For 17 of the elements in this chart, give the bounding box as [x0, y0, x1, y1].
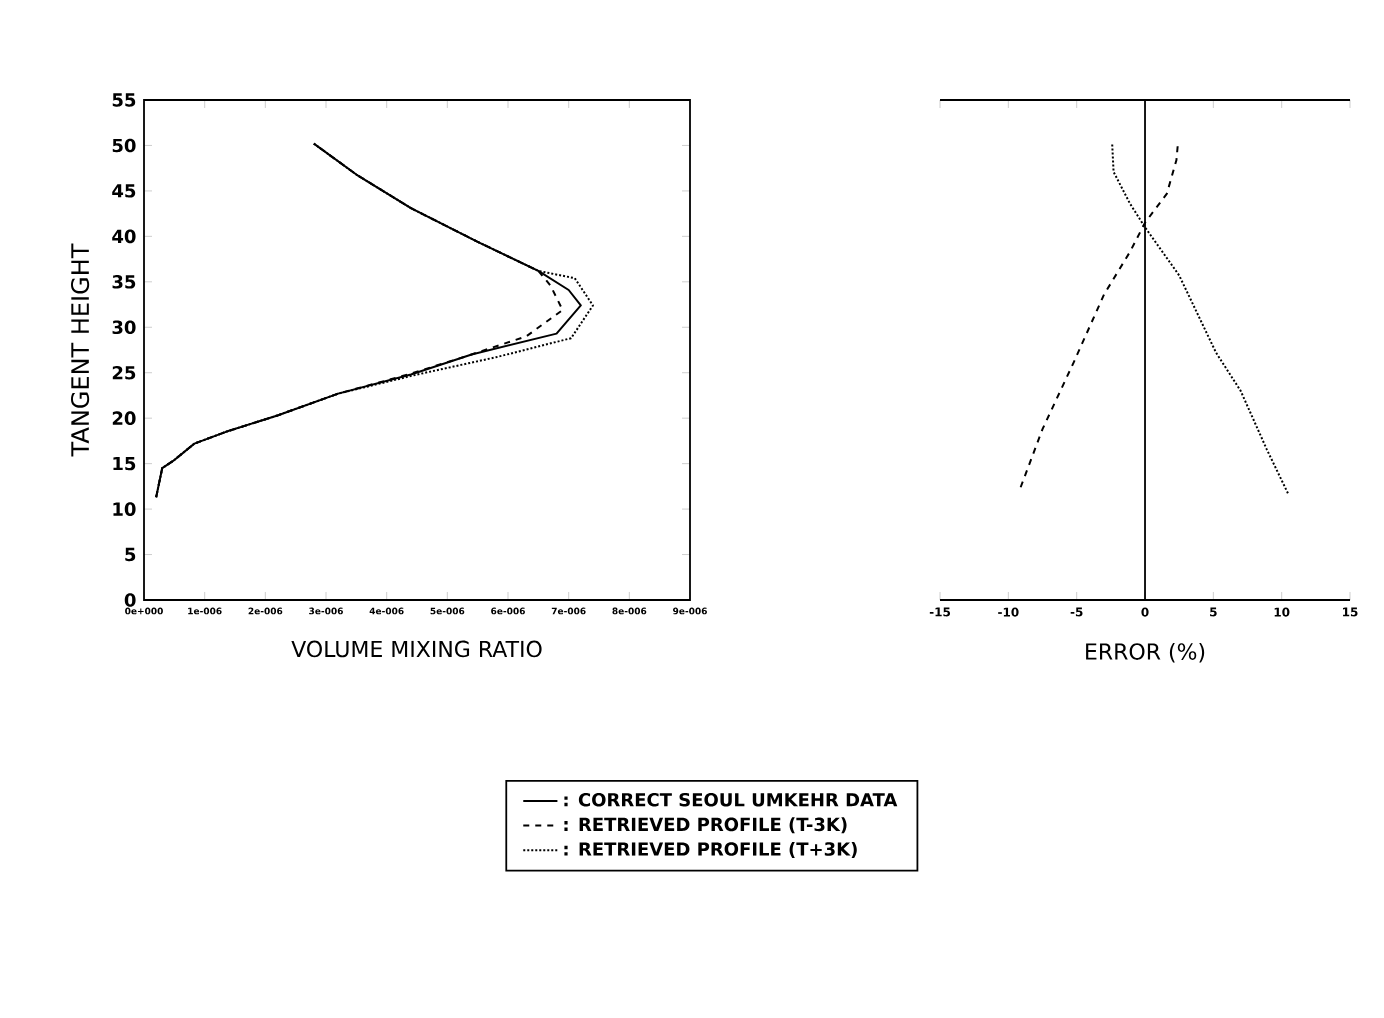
y-tick-label: 35: [112, 275, 136, 289]
legend-label: : RETRIEVED PROFILE (T+3K): [564, 841, 857, 858]
y-tick-label: 30: [112, 320, 136, 335]
y-tick-label: 50: [112, 138, 136, 153]
y-tick-label: 45: [112, 184, 136, 198]
y-tick-label: 40: [112, 229, 136, 244]
y-axis-title: TANGENT HEIGHT: [71, 243, 90, 457]
legend-label: : CORRECT SEOUL UMKEHR DATA: [564, 792, 898, 807]
y-tick-label: 25: [112, 365, 136, 380]
legend-label: : RETRIEVED PROFILE (T-3K): [564, 817, 847, 834]
y-tick-label: 55: [112, 93, 136, 107]
x-axis-title: VOLUME MIXING RATIO: [291, 640, 542, 658]
y-tick-label: 20: [112, 411, 136, 425]
y-tick-label: 5: [125, 547, 136, 562]
y-tick-label: 15: [113, 456, 136, 471]
y-tick-label: 10: [113, 502, 136, 516]
x-axis-title: ERROR (%): [1086, 642, 1205, 663]
